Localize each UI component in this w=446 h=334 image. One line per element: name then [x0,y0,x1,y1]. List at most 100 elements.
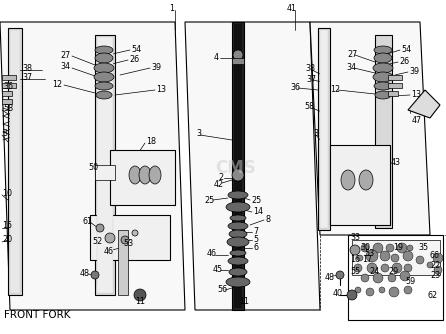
Ellipse shape [359,170,373,190]
Ellipse shape [95,53,113,63]
Text: 15: 15 [2,221,12,230]
Circle shape [373,273,383,283]
Text: 45: 45 [213,266,223,275]
Polygon shape [10,30,20,293]
Text: 11: 11 [239,297,249,306]
Ellipse shape [95,82,113,90]
Text: 53: 53 [364,248,374,258]
Bar [2,91,12,96]
Polygon shape [232,22,244,310]
Circle shape [386,244,394,252]
Text: 20: 20 [2,235,12,244]
Text: 3: 3 [313,129,318,138]
Polygon shape [320,30,328,228]
Text: 66: 66 [430,250,440,260]
Ellipse shape [373,72,393,82]
Circle shape [416,256,424,264]
Polygon shape [185,22,320,310]
Text: 27: 27 [60,50,70,59]
Text: 62: 62 [427,291,437,300]
Circle shape [357,255,363,261]
Ellipse shape [139,166,151,184]
Text: 56: 56 [217,286,227,295]
Text: 22: 22 [430,261,440,270]
Ellipse shape [94,63,114,73]
Text: 42: 42 [214,179,224,188]
Text: 40: 40 [333,290,343,299]
Text: CMS: CMS [215,159,256,177]
Text: 47: 47 [412,116,422,125]
Text: 14: 14 [253,206,263,215]
Text: 58: 58 [3,104,13,113]
Ellipse shape [228,257,248,265]
Circle shape [392,263,402,273]
Ellipse shape [96,91,112,99]
Ellipse shape [95,46,113,54]
Polygon shape [118,230,128,295]
Text: 53: 53 [123,239,133,248]
Ellipse shape [227,237,249,247]
Ellipse shape [374,46,392,54]
Polygon shape [310,22,430,235]
Circle shape [433,253,443,263]
Text: 3: 3 [196,129,201,138]
Text: 46: 46 [104,247,114,257]
Circle shape [354,264,362,272]
Text: FRONT FORK: FRONT FORK [4,310,70,320]
Bar [388,75,402,80]
Text: 38: 38 [22,63,32,72]
Ellipse shape [341,170,355,190]
Text: 12: 12 [52,79,62,89]
Text: 61: 61 [82,216,92,225]
Text: 38: 38 [305,63,315,72]
Text: 35: 35 [418,243,428,253]
Text: 43: 43 [391,158,401,167]
Circle shape [134,289,146,301]
Circle shape [381,264,389,272]
Text: 54: 54 [131,44,141,53]
Text: 27: 27 [347,49,357,58]
Bar [330,145,390,225]
Circle shape [434,266,442,274]
Circle shape [96,224,104,232]
Text: 11: 11 [135,297,145,306]
Circle shape [366,250,378,262]
Polygon shape [318,28,330,230]
Ellipse shape [226,202,250,212]
Circle shape [233,50,243,60]
Ellipse shape [228,222,248,230]
Circle shape [404,286,412,294]
Polygon shape [95,35,115,295]
Text: 48: 48 [325,273,335,282]
Text: 16: 16 [350,256,360,265]
Text: 1: 1 [169,3,174,12]
Ellipse shape [129,166,141,184]
Ellipse shape [230,215,246,221]
Text: 18: 18 [146,137,156,146]
Text: 48: 48 [80,270,90,279]
Text: 6: 6 [253,242,258,252]
Circle shape [355,287,361,293]
Bar [388,83,402,88]
Bar [90,215,170,260]
Bar [232,58,244,64]
Circle shape [366,288,374,296]
Polygon shape [408,90,440,118]
Text: 13: 13 [156,85,166,94]
Bar [2,75,16,80]
Text: 5: 5 [253,234,258,243]
Ellipse shape [149,166,161,184]
Circle shape [367,263,377,273]
Circle shape [105,233,115,243]
Text: 26: 26 [399,56,409,65]
Circle shape [404,264,412,272]
Circle shape [391,254,399,262]
Ellipse shape [375,91,391,99]
Polygon shape [97,37,113,293]
Polygon shape [8,28,22,295]
Text: 10: 10 [2,188,12,197]
Circle shape [347,290,357,300]
Text: 36: 36 [290,82,300,92]
Bar [2,99,12,104]
Text: 23: 23 [430,271,440,280]
